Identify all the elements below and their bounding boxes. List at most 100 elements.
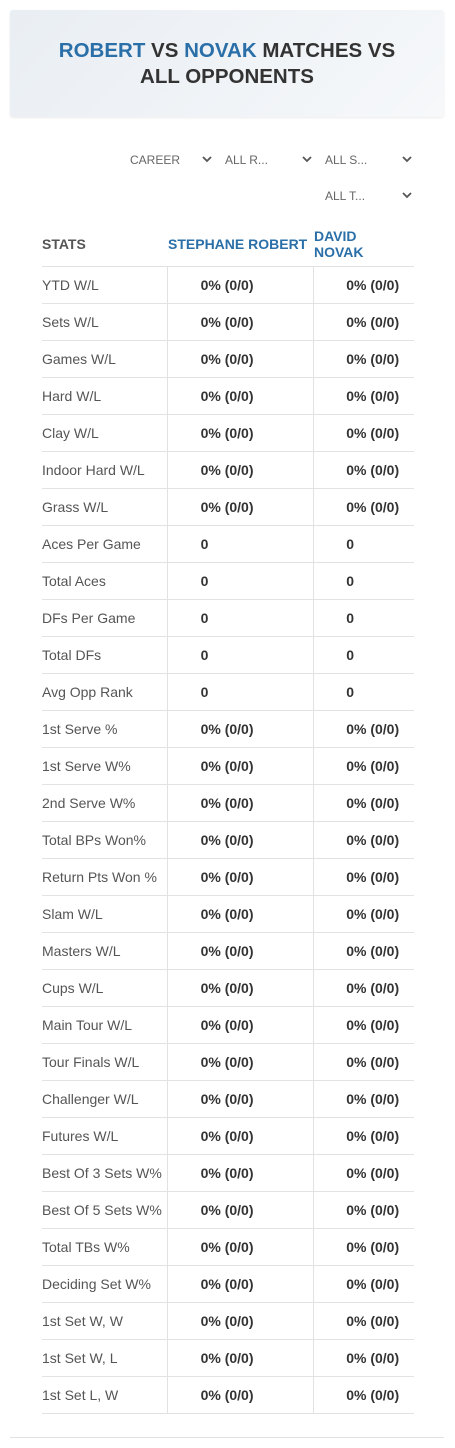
stat-value: 0% (0/0) [166,1340,314,1376]
stat-label: Sets W/L [42,314,99,330]
stat-value: 0% (0/0) [166,415,314,451]
stat-value: 0% (0/0) [166,896,314,932]
stat-label: Clay W/L [42,425,99,441]
stat-value: 0 [313,637,414,673]
stat-value: 0% (0/0) [166,933,314,969]
stat-value: 0% (0/0) [313,378,414,414]
filter[interactable]: ALL T... [325,186,412,206]
stat-value: 0% (0/0) [166,267,314,303]
stat-value: 0% (0/0) [166,341,314,377]
stat-label: Return Pts Won % [42,869,157,885]
stat-label: Best Of 3 Sets W% [42,1165,162,1181]
stat-value: 0% (0/0) [166,1266,314,1302]
stat-value: 0% (0/0) [313,267,414,303]
title-rest: MATCHES VS ALL OPPONENTS [140,38,396,88]
stat-label: Total TBs W% [42,1239,130,1255]
stat-value: 0% (0/0) [313,1229,414,1265]
stat-value: 0% (0/0) [166,711,314,747]
stats-table: STATS STEPHANE ROBERT DAVID NOVAK YTD W/… [42,222,414,1414]
table-row: Challenger W/L 0% (0/0) 0% (0/0) [42,1080,414,1117]
stat-value: 0 [313,526,414,562]
stat-value: 0 [166,674,314,710]
stat-value: 0 [166,600,314,636]
stat-value: 0% (0/0) [313,1377,414,1413]
stat-value: 0% (0/0) [166,378,314,414]
stat-value: 0% (0/0) [313,785,414,821]
stat-value: 0% (0/0) [166,1155,314,1191]
stat-label: Avg Opp Rank [42,684,133,700]
stat-label: Tour Finals W/L [42,1054,140,1070]
title-vs: VS [151,38,179,62]
stat-value: 0 [313,600,414,636]
stat-value: 0% (0/0) [166,970,314,1006]
table-row: 1st Set W, W 0% (0/0) 0% (0/0) [42,1302,414,1339]
table-header: STATS STEPHANE ROBERT DAVID NOVAK [42,222,414,266]
stat-value: 0% (0/0) [313,1340,414,1376]
stat-label: Futures W/L [42,1128,119,1144]
stat-label: Cups W/L [42,980,104,996]
chevron [402,192,412,199]
filter[interactable]: ALL R... [225,150,312,170]
stat-value: 0% (0/0) [313,1007,414,1043]
stat-label: Slam W/L [42,906,103,922]
stat-label: Total DFs [42,647,102,663]
stat-label: DFs Per Game [42,610,136,626]
table-row: Grass W/L 0% (0/0) 0% (0/0) [42,488,414,525]
column-header: STATS [42,236,86,252]
table-row: 1st Set W, L 0% (0/0) 0% (0/0) [42,1339,414,1376]
stat-value: 0% (0/0) [313,1155,414,1191]
stat-value: 0% (0/0) [313,822,414,858]
stat-value: 0% (0/0) [166,785,314,821]
stat-label: Aces Per Game [42,536,141,552]
stat-value: 0% (0/0) [166,1192,314,1228]
stat-value: 0% (0/0) [313,1044,414,1080]
filter-label: ALL R... [225,153,268,167]
table-row: Best Of 3 Sets W% 0% (0/0) 0% (0/0) [42,1154,414,1191]
stat-value: 0% (0/0) [166,1303,314,1339]
stat-value: 0% (0/0) [313,415,414,451]
filter-label: ALL S... [325,153,368,167]
stat-value: 0% (0/0) [313,489,414,525]
stat-label: Games W/L [42,351,116,367]
table-row: 1st Set L, W 0% (0/0) 0% (0/0) [42,1376,414,1414]
stat-label: Grass W/L [42,499,109,515]
stat-label: 1st Serve W% [42,758,131,774]
stat-value: 0% (0/0) [313,452,414,488]
stat-value: 0% (0/0) [166,1229,314,1265]
stat-value: 0% (0/0) [166,1081,314,1117]
filter-label: CAREER [130,153,181,167]
stat-label: Main Tour W/L [42,1017,132,1033]
chevron [302,156,312,163]
stat-value: 0% (0/0) [166,452,314,488]
stat-label: Deciding Set W% [42,1276,151,1292]
table-row: Tour Finals W/L 0% (0/0) 0% (0/0) [42,1043,414,1080]
stat-value: 0% (0/0) [313,304,414,340]
title: ROBERT VS NOVAK MATCHES VS ALL OPPONENTS [37,38,417,90]
table-row: Total DFs 0 0 [42,636,414,673]
table-row: Masters W/L 0% (0/0) 0% (0/0) [42,932,414,969]
table-row: DFs Per Game 0 0 [42,599,414,636]
chevron [402,156,412,163]
filter[interactable]: CAREER [130,150,212,170]
stat-label: 1st Set L, W [42,1387,119,1403]
filter[interactable]: ALL S... [325,150,412,170]
stat-value: 0% (0/0) [313,1081,414,1117]
table-row: Main Tour W/L 0% (0/0) 0% (0/0) [42,1006,414,1043]
stat-value: 0% (0/0) [313,1266,414,1302]
stat-value: 0% (0/0) [313,711,414,747]
stat-value: 0% (0/0) [313,1303,414,1339]
stat-label: 1st Set W, L [42,1350,118,1366]
stat-label: 1st Serve % [42,721,118,737]
divider [10,1437,444,1438]
stat-value: 0% (0/0) [166,1044,314,1080]
stat-value: 0% (0/0) [313,933,414,969]
stat-value: 0 [166,526,314,562]
stat-value: 0 [313,674,414,710]
table-row: Clay W/L 0% (0/0) 0% (0/0) [42,414,414,451]
table-row: Indoor Hard W/L 0% (0/0) 0% (0/0) [42,451,414,488]
table-row: Slam W/L 0% (0/0) 0% (0/0) [42,895,414,932]
header: ROBERT VS NOVAK MATCHES VS ALL OPPONENTS [10,10,444,117]
table-row: Deciding Set W% 0% (0/0) 0% (0/0) [42,1265,414,1302]
table-row: 1st Serve % 0% (0/0) 0% (0/0) [42,710,414,747]
